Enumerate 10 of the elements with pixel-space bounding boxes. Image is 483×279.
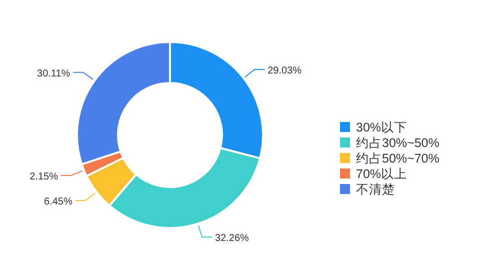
data-label: 32.26% [215, 233, 250, 244]
legend-label: 不清楚 [356, 182, 395, 196]
legend-label: 约占30%~50% [356, 136, 440, 150]
legend-label: 70%以上 [356, 167, 408, 181]
data-label: 30.11% [37, 68, 70, 80]
data-label: 6.45% [44, 196, 72, 208]
data-label: 29.03% [268, 66, 302, 76]
data-label: 2.15% [30, 172, 58, 183]
legend-label: 30%以下 [356, 120, 408, 134]
legend-label: 约占50%~70% [356, 152, 440, 166]
